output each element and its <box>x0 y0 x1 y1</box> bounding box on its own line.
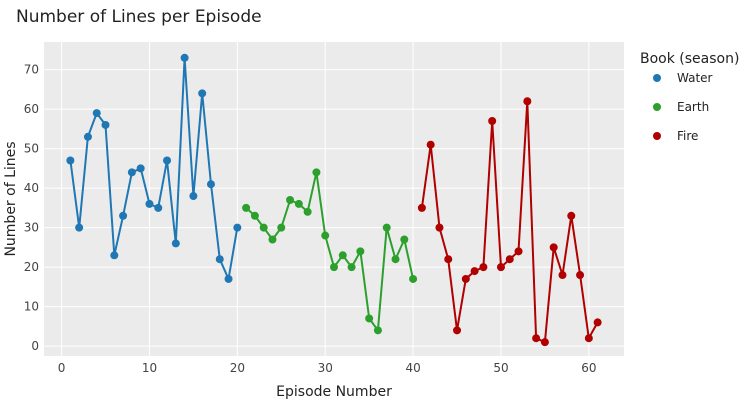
data-point-fire <box>479 263 488 272</box>
y-tick-label: 50 <box>24 142 39 156</box>
legend-label-fire: Fire <box>677 129 698 143</box>
data-point-water <box>119 211 128 220</box>
data-point-earth <box>277 223 286 232</box>
y-tick-label: 10 <box>24 300 39 314</box>
x-tick-label: 0 <box>58 361 66 375</box>
data-point-fire <box>523 97 532 106</box>
data-point-fire <box>417 203 426 212</box>
data-point-fire <box>567 211 576 220</box>
data-point-water <box>154 203 163 212</box>
data-point-earth <box>330 263 338 272</box>
data-point-water <box>224 274 233 283</box>
x-gridlines <box>61 42 590 356</box>
y-axis-title: Number of Lines <box>3 141 19 256</box>
series-water <box>66 53 242 283</box>
data-point-earth <box>303 207 312 216</box>
data-point-earth <box>286 195 295 204</box>
x-tick-labels: 0 10 20 30 40 50 60 <box>58 361 597 375</box>
series-fire <box>417 97 602 347</box>
legend-items: Water Earth Fire <box>653 71 713 143</box>
data-point-water <box>101 120 110 129</box>
data-point-fire <box>435 223 444 232</box>
y-tick-label: 0 <box>31 339 39 353</box>
data-point-fire <box>470 267 479 276</box>
data-point-water <box>171 239 180 248</box>
y-tick-label: 60 <box>24 102 39 116</box>
y-tick-label: 70 <box>24 63 39 77</box>
data-point-earth <box>365 314 374 323</box>
data-point-fire <box>549 243 558 252</box>
data-point-water <box>92 109 101 118</box>
data-point-water <box>215 255 224 264</box>
data-point-fire <box>558 271 567 280</box>
data-point-earth <box>356 247 365 256</box>
x-tick-label: 10 <box>142 361 157 375</box>
x-tick-label: 40 <box>405 361 420 375</box>
x-tick-label: 30 <box>318 361 333 375</box>
data-point-water <box>66 156 75 165</box>
data-point-earth <box>250 211 259 220</box>
data-point-fire <box>532 334 541 343</box>
data-point-water <box>136 164 145 173</box>
data-point-earth <box>338 251 347 260</box>
x-tick-label: 60 <box>581 361 596 375</box>
data-point-fire <box>505 255 514 264</box>
legend-marker-earth <box>653 103 661 111</box>
data-point-earth <box>321 231 330 240</box>
plot-background <box>44 42 624 356</box>
data-point-earth <box>347 263 356 272</box>
data-point-earth <box>391 255 400 264</box>
y-tick-label: 40 <box>24 181 39 195</box>
data-point-earth <box>268 235 277 244</box>
legend-marker-fire <box>653 132 661 140</box>
data-point-earth <box>382 223 391 232</box>
chart-title: Number of Lines per Episode <box>16 7 262 27</box>
legend-label-earth: Earth <box>677 100 709 114</box>
data-point-earth <box>373 326 382 335</box>
x-axis-title: Episode Number <box>276 384 392 400</box>
y-tick-labels: 0 10 20 30 40 50 60 70 <box>24 63 39 353</box>
series-layer <box>66 53 602 347</box>
data-point-water <box>145 199 154 208</box>
data-point-water <box>163 156 172 165</box>
data-point-earth <box>409 274 418 283</box>
data-point-water <box>189 192 198 201</box>
data-point-fire <box>444 255 453 264</box>
data-point-water <box>127 168 136 177</box>
data-point-water <box>233 223 242 232</box>
x-tick-label: 20 <box>230 361 245 375</box>
legend-title: Book (season) <box>640 51 739 67</box>
data-point-earth <box>242 203 251 212</box>
legend-label-water: Water <box>677 71 713 85</box>
data-point-earth <box>294 199 303 208</box>
data-point-water <box>198 89 207 98</box>
data-point-earth <box>312 168 321 177</box>
data-point-fire <box>496 263 505 272</box>
data-point-fire <box>593 318 602 327</box>
legend-marker-water <box>653 74 661 82</box>
legend: Book (season) Water Earth Fire <box>640 51 739 143</box>
data-point-fire <box>540 338 549 347</box>
data-point-earth <box>400 235 409 244</box>
y-tick-label: 30 <box>24 221 39 235</box>
data-point-water <box>110 251 119 260</box>
data-point-fire <box>514 247 523 256</box>
data-point-fire <box>453 326 462 335</box>
data-point-earth <box>259 223 268 232</box>
x-tick-label: 50 <box>493 361 508 375</box>
data-point-water <box>83 132 92 141</box>
series-earth <box>242 168 418 335</box>
data-point-fire <box>426 140 435 149</box>
data-point-fire <box>584 334 593 343</box>
y-tick-label: 20 <box>24 260 39 274</box>
data-point-fire <box>576 271 585 280</box>
data-point-water <box>75 223 84 232</box>
data-point-fire <box>488 116 497 125</box>
data-point-water <box>206 180 215 189</box>
data-point-water <box>180 53 189 62</box>
data-point-fire <box>461 274 470 283</box>
